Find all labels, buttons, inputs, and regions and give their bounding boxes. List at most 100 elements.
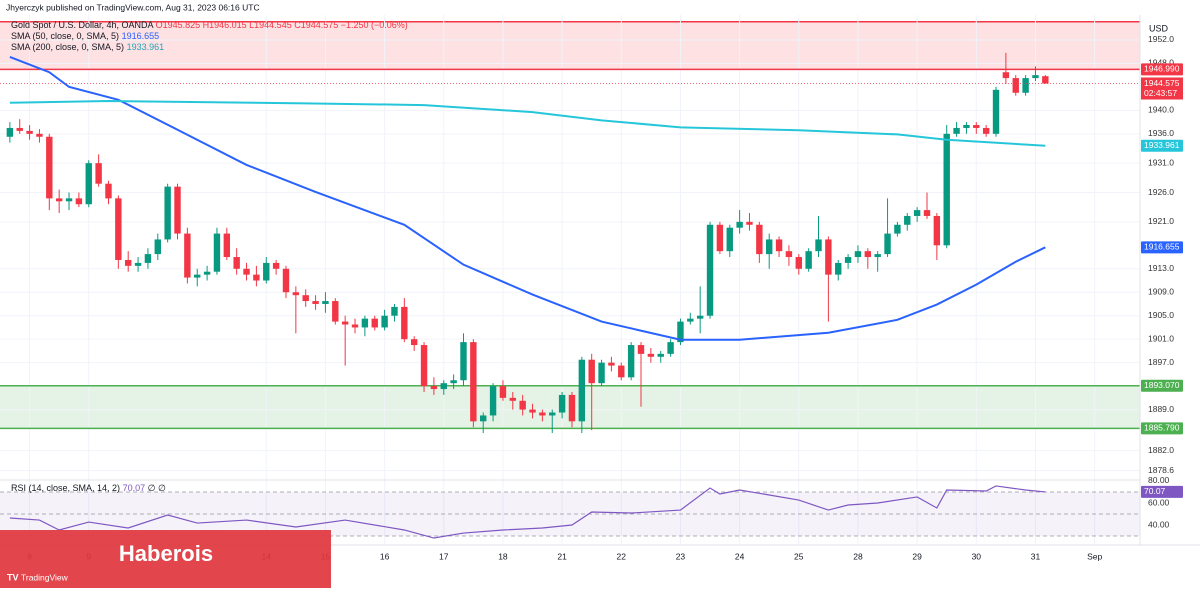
candle-body: [835, 262, 842, 275]
rsi-legend: RSI (14, close, SMA, 14, 2) 70.07 ∅ ∅: [11, 483, 166, 493]
candle-body: [125, 259, 132, 266]
y-tick-label: 1952.0: [1148, 34, 1174, 44]
candle-body: [194, 274, 201, 278]
candle-body: [282, 268, 290, 293]
candle-body: [933, 215, 941, 246]
candle-body: [736, 221, 743, 228]
sma-value: 1933.961: [127, 42, 165, 52]
candle-body: [696, 315, 704, 319]
candle-body: [55, 198, 63, 202]
sma50-legend: SMA (50, close, 0, SMA, 5) 1916.655: [11, 31, 159, 41]
candle-body: [1032, 75, 1039, 79]
rsi-title: RSI (14, close, SMA, 14, 2): [11, 483, 120, 493]
y-tick-label: 1940.0: [1148, 105, 1174, 115]
y-tick-label: 1913.0: [1148, 263, 1174, 273]
candle-body: [884, 233, 891, 255]
rsi-line: [9, 485, 1046, 539]
candle-body: [657, 353, 664, 357]
candle-body: [805, 251, 812, 269]
candle-body: [1042, 76, 1049, 84]
candle-body: [677, 321, 684, 343]
candle-body: [213, 233, 221, 272]
candle-body: [1012, 78, 1019, 93]
candle-body: [341, 321, 349, 325]
watermark: Haberois: [119, 541, 213, 566]
candle-body: [519, 400, 526, 410]
candle-body: [539, 412, 546, 416]
candle-body: [272, 262, 280, 269]
candle-body: [440, 383, 447, 390]
zone: [0, 21, 1140, 70]
candle-body: [312, 301, 319, 304]
candle-body: [726, 227, 733, 252]
candle-body: [529, 409, 536, 413]
candle-body: [16, 127, 23, 131]
candle-body: [164, 186, 171, 240]
candle-body: [460, 342, 467, 381]
candle-body: [795, 257, 802, 269]
candle-body: [420, 345, 428, 387]
candle-body: [746, 221, 753, 225]
x-tick-label: 16: [380, 551, 390, 561]
rsi-badge: 70.07: [1144, 486, 1166, 496]
y-tick-label: 1909.0: [1148, 286, 1174, 296]
y-tick-label: 1905.0: [1148, 310, 1174, 320]
candle-body: [184, 233, 191, 278]
y-tick-label: 1921.0: [1148, 216, 1174, 226]
x-tick-label: 17: [439, 551, 449, 561]
price-badge: 1944.575: [1144, 78, 1180, 88]
sma-badge-bg: [1141, 241, 1183, 254]
candle-body: [1002, 72, 1010, 79]
candle-body: [253, 274, 260, 281]
sma-name: SMA (200, close, 0, SMA, 5): [11, 42, 124, 52]
sma200-legend: SMA (200, close, 0, SMA, 5) 1933.961: [11, 42, 164, 52]
candle-body: [706, 224, 714, 316]
sma-badge: 1933.961: [1144, 140, 1180, 150]
candle-body: [105, 183, 112, 199]
candle-body: [775, 239, 783, 252]
candle-body: [558, 394, 566, 413]
rsi-tick-label: 40.00: [1148, 519, 1170, 529]
level-label: 1893.070: [1144, 380, 1180, 390]
y-tick-label: 1926.0: [1148, 187, 1174, 197]
candle-body: [332, 301, 339, 322]
sma-line: [9, 56, 1046, 341]
candle-body: [174, 186, 181, 234]
x-tick-label: Sep: [1087, 551, 1102, 561]
x-tick-label: 18: [498, 551, 508, 561]
candle-body: [982, 127, 990, 134]
candle-body: [509, 397, 517, 401]
y-tick-label: 1901.0: [1148, 333, 1174, 343]
rsi-value: 70.07: [123, 483, 146, 493]
x-tick-label: 24: [735, 551, 745, 561]
candle-body: [627, 345, 635, 378]
candle-body: [716, 224, 724, 252]
candle-body: [36, 133, 43, 137]
watermark-banner: [0, 530, 331, 588]
candle-body: [785, 251, 793, 258]
level-label: 1946.990: [1144, 64, 1180, 74]
plot-layer: [0, 15, 1140, 545]
candle-body: [647, 353, 655, 357]
candle-body: [844, 257, 852, 263]
candle-body: [953, 127, 960, 134]
rsi-tick-label: 80.00: [1148, 475, 1170, 485]
level-label: 1885.790: [1144, 423, 1180, 433]
x-tick-label: 28: [853, 551, 863, 561]
level-label-bg: [1141, 379, 1183, 392]
publisher: Jhyerczyk published on TradingView.com, …: [6, 2, 260, 12]
candle-body: [598, 362, 605, 384]
x-tick-label: 21: [557, 551, 567, 561]
candle-body: [361, 318, 369, 328]
candle-body: [864, 251, 872, 258]
rsi-tick-label: 60.00: [1148, 497, 1170, 507]
sma-value: 1916.655: [122, 31, 160, 41]
rsi-extra: ∅ ∅: [148, 483, 166, 493]
candle-body: [874, 254, 881, 258]
symbol-title: Gold Spot / U.S. Dollar, 4h, OANDA: [11, 20, 154, 30]
y-tick-label: 1948.0: [1148, 58, 1174, 68]
candle-body: [95, 163, 102, 184]
logo-mark: TV: [7, 572, 19, 582]
candle-body: [134, 262, 142, 266]
